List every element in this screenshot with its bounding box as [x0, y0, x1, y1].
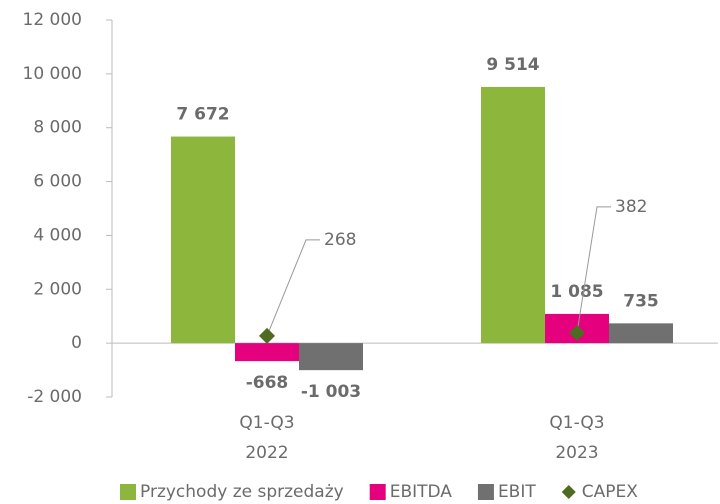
- data-label: -1 003: [301, 382, 361, 402]
- x-tick-label: 2022: [245, 443, 288, 463]
- y-tick-label: 0: [71, 333, 82, 353]
- capex-marker: [259, 327, 275, 344]
- y-tick-label: -2 000: [27, 387, 82, 407]
- y-tick-label: 4 000: [33, 225, 82, 245]
- data-label: 1 085: [550, 282, 603, 302]
- legend-label: CAPEX: [582, 482, 638, 502]
- data-label: -668: [246, 373, 289, 393]
- y-tick-label: 2 000: [33, 279, 82, 299]
- legend-marker: [561, 485, 576, 499]
- capex-label: 382: [615, 197, 647, 217]
- bar: [609, 323, 673, 344]
- legend-label: EBITDA: [390, 482, 453, 502]
- bar: [171, 136, 235, 344]
- capex-label: 268: [324, 230, 356, 250]
- y-tick-label: 6 000: [33, 172, 82, 192]
- capex-marker: [569, 324, 585, 341]
- x-tick-label: Q1-Q3: [239, 413, 294, 433]
- y-tick-label: 12 000: [23, 10, 82, 30]
- legend-swatch: [120, 484, 136, 500]
- legend-swatch: [477, 484, 494, 500]
- legend-swatch: [369, 484, 386, 500]
- x-tick-label: Q1-Q3: [549, 413, 604, 433]
- legend-label: Przychody ze sprzedaży: [140, 482, 344, 502]
- x-tick-label: 2023: [555, 443, 598, 463]
- bar: [481, 86, 545, 344]
- y-tick-label: 10 000: [23, 64, 82, 84]
- y-tick-label: 8 000: [33, 118, 82, 138]
- callout-line: [576, 206, 611, 333]
- data-label: 735: [623, 291, 659, 311]
- bar: [299, 343, 363, 371]
- callout-line: [266, 239, 320, 337]
- data-label: 7 672: [176, 105, 229, 125]
- data-label: 9 514: [486, 55, 539, 75]
- bar: [235, 343, 299, 362]
- legend-label: EBIT: [498, 482, 536, 502]
